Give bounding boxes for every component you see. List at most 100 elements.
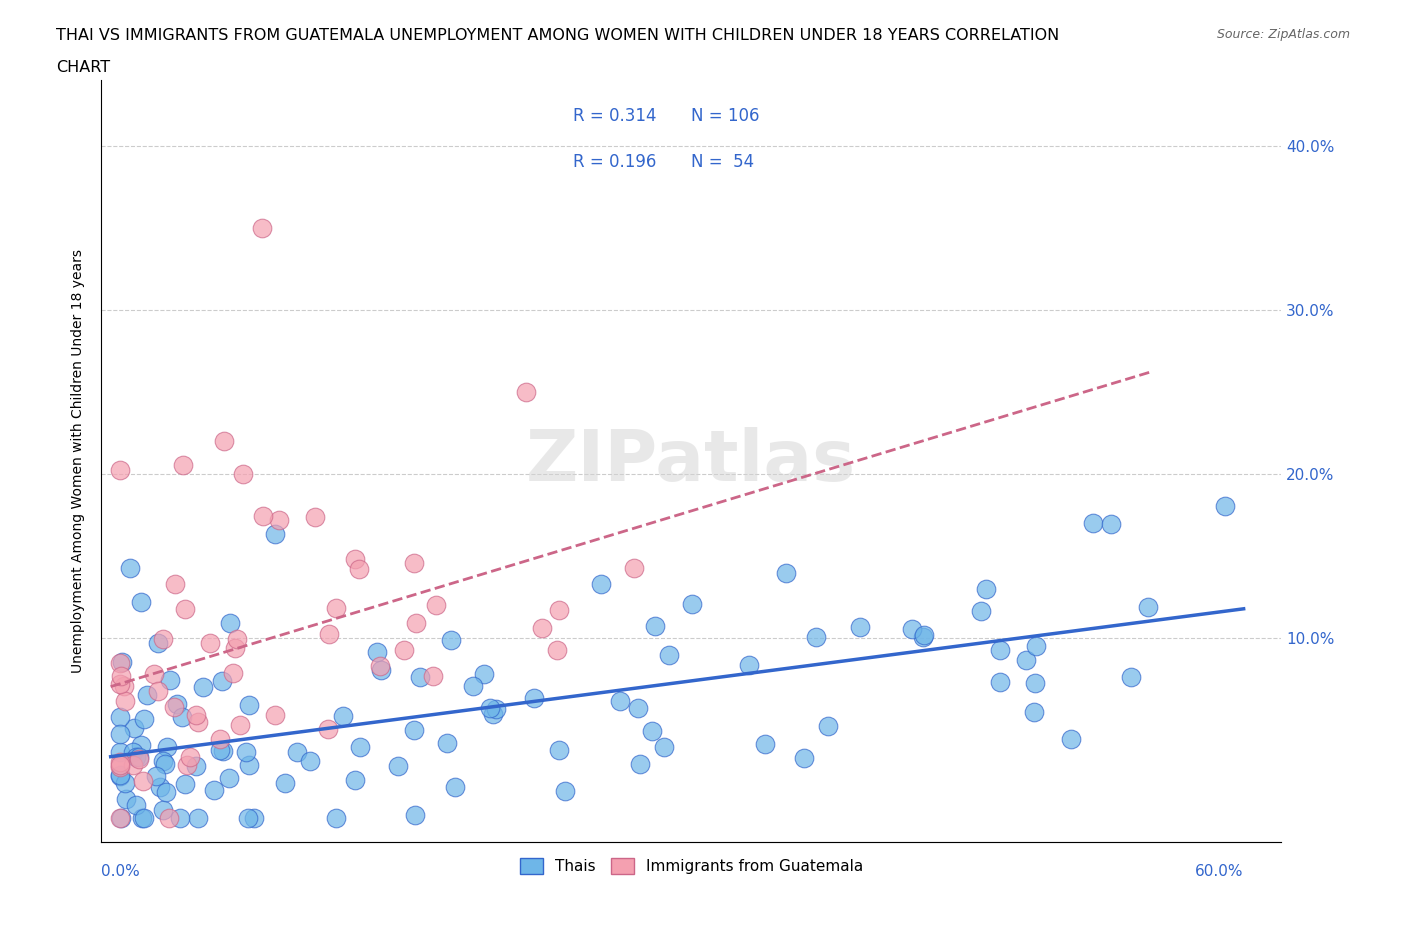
Point xyxy=(156,739,179,754)
Point xyxy=(242,810,264,825)
Point xyxy=(187,714,209,729)
Point xyxy=(149,779,172,794)
Point xyxy=(184,759,207,774)
Text: 60.0%: 60.0% xyxy=(1195,864,1244,879)
Point xyxy=(108,759,131,774)
Point xyxy=(409,670,432,684)
Point xyxy=(145,768,167,783)
Point xyxy=(641,724,664,738)
Point xyxy=(129,737,152,752)
Point xyxy=(108,726,131,741)
Point xyxy=(264,708,287,723)
Point xyxy=(166,697,188,711)
Point xyxy=(436,736,458,751)
Point xyxy=(548,742,571,757)
Point xyxy=(221,665,243,680)
Point xyxy=(479,701,502,716)
Text: N = 106: N = 106 xyxy=(692,107,759,125)
Point xyxy=(122,744,145,759)
Point xyxy=(274,776,297,790)
Point xyxy=(202,782,225,797)
Point xyxy=(108,677,131,692)
Point xyxy=(1015,653,1038,668)
Point xyxy=(235,744,257,759)
Point xyxy=(225,631,247,646)
Point xyxy=(131,810,153,825)
Point xyxy=(589,577,612,591)
Point xyxy=(298,754,321,769)
Point xyxy=(775,565,797,580)
Y-axis label: Unemployment Among Women with Children Under 18 years: Unemployment Among Women with Children U… xyxy=(72,249,86,673)
Point xyxy=(347,561,370,576)
Point xyxy=(155,757,177,772)
Point xyxy=(1060,731,1083,746)
Point xyxy=(817,719,839,734)
Point xyxy=(108,745,131,760)
Point xyxy=(148,635,170,650)
Point xyxy=(208,732,231,747)
Point xyxy=(219,616,242,631)
Point xyxy=(135,687,157,702)
Point xyxy=(208,742,231,757)
Point xyxy=(187,810,209,825)
Point xyxy=(108,656,131,671)
Point xyxy=(269,512,291,527)
Point xyxy=(184,708,207,723)
Point xyxy=(146,684,169,698)
Point xyxy=(387,759,409,774)
Point xyxy=(316,722,339,737)
Point xyxy=(988,643,1011,658)
Point xyxy=(172,458,194,473)
Text: N =  54: N = 54 xyxy=(692,153,755,170)
Point xyxy=(644,618,666,633)
Point xyxy=(444,779,467,794)
Point xyxy=(120,560,142,575)
Point xyxy=(132,712,155,727)
Point xyxy=(224,640,246,655)
Point xyxy=(405,616,427,631)
Point xyxy=(250,220,273,235)
Point xyxy=(681,596,703,611)
Point xyxy=(1099,517,1122,532)
Point xyxy=(263,527,285,542)
Point xyxy=(1119,670,1142,684)
Point xyxy=(988,674,1011,689)
Point xyxy=(108,768,131,783)
Point xyxy=(325,810,347,825)
Point xyxy=(404,807,426,822)
Point xyxy=(163,699,186,714)
Point xyxy=(546,642,568,657)
Point xyxy=(108,810,131,825)
Text: CHART: CHART xyxy=(56,60,110,75)
Point xyxy=(114,776,136,790)
Text: THAI VS IMMIGRANTS FROM GUATEMALA UNEMPLOYMENT AMONG WOMEN WITH CHILDREN UNDER 1: THAI VS IMMIGRANTS FROM GUATEMALA UNEMPL… xyxy=(56,28,1060,43)
Point xyxy=(212,744,235,759)
Point xyxy=(623,560,645,575)
Point xyxy=(370,662,392,677)
Point xyxy=(128,751,150,766)
Point xyxy=(482,707,505,722)
Point xyxy=(332,708,354,723)
Point xyxy=(349,739,371,754)
Point xyxy=(112,679,135,694)
Point xyxy=(1081,515,1104,530)
Point xyxy=(129,594,152,609)
Point xyxy=(163,577,186,591)
Point xyxy=(485,701,508,716)
Text: ZIPatlas: ZIPatlas xyxy=(526,427,856,496)
Point xyxy=(170,710,193,724)
Point xyxy=(515,384,537,399)
Point xyxy=(394,643,416,658)
Point xyxy=(108,462,131,477)
Point xyxy=(652,739,675,754)
Point xyxy=(366,644,388,659)
Point xyxy=(108,768,131,783)
Point xyxy=(110,669,132,684)
Text: Source: ZipAtlas.com: Source: ZipAtlas.com xyxy=(1216,28,1350,41)
Point xyxy=(523,691,546,706)
Point xyxy=(125,750,148,764)
Point xyxy=(238,698,260,712)
Point xyxy=(125,798,148,813)
Point xyxy=(425,597,447,612)
Point xyxy=(404,555,426,570)
